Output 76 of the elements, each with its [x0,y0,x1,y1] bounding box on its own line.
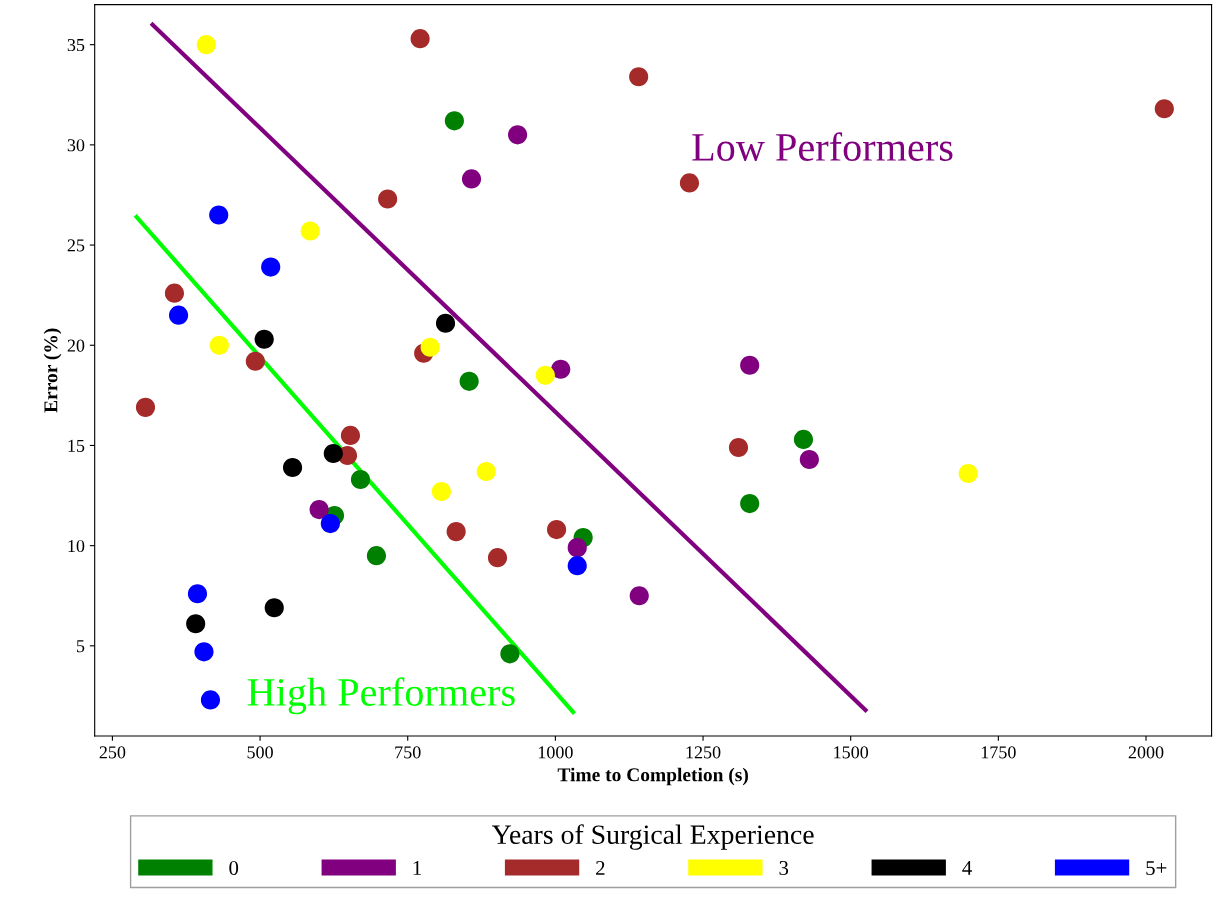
y-tick-label: 35 [67,38,85,52]
point [420,337,440,357]
y-tick-label: 30 [67,139,85,152]
point [282,457,303,478]
point [320,514,340,534]
point [187,584,208,604]
point [487,548,508,568]
point [629,586,649,606]
point [261,257,281,277]
y-tick-label: 20 [67,339,85,352]
x-tick-label: 250 [99,746,126,759]
point [535,365,555,385]
x-tick-label: 2000 [1128,746,1164,759]
y-axis-title: Error (%) [43,328,62,413]
x-tick-label: 500 [247,746,273,759]
point [196,35,216,55]
legend-label: 5+ [1146,861,1167,875]
legend-label: 1 [413,861,422,875]
point [551,359,571,379]
annotation: High Performers [247,677,515,715]
legend-label: 0 [229,860,239,875]
x-tick-label: 1750 [981,746,1016,759]
y-tick-label: 25 [67,239,85,252]
point [194,642,214,662]
point [793,429,814,449]
point [799,449,819,470]
point [435,313,456,333]
point [740,493,760,514]
legend-label: 4 [962,861,972,875]
y-tick-label: 5 [76,640,85,653]
point [629,67,649,87]
x-tick-label: 1000 [538,746,573,759]
legend-label: 3 [779,860,789,875]
point [209,335,229,355]
point [1154,99,1174,119]
point [366,546,386,566]
point [264,598,284,618]
point [254,329,274,349]
point [567,538,587,558]
point [200,690,221,710]
point [431,481,451,502]
point [164,283,184,303]
annotation: Low Performers [692,132,953,161]
legend-title: Years of Surgical Experience [491,824,814,850]
x-tick-label: 1500 [834,746,869,759]
point [500,644,520,664]
point [958,463,978,484]
point [476,461,496,482]
point [168,305,189,325]
y-tick-label: 10 [68,539,85,553]
point [300,221,320,241]
point [378,189,398,209]
x-tick-label: 750 [395,746,421,759]
point [323,443,343,464]
point [350,469,371,490]
point [245,351,265,371]
point [340,425,361,445]
x-axis-title: Time to Completion (s) [557,767,748,786]
point [679,173,700,193]
point [309,499,329,520]
point [459,371,479,391]
point [567,556,587,576]
x-tick-label: 1250 [686,746,721,759]
point [728,437,749,458]
point [209,205,229,225]
point [135,397,156,417]
point [444,111,464,131]
point [186,614,206,634]
point [410,29,430,49]
y-tick-label: 15 [68,439,85,452]
point [461,169,482,189]
point [546,520,567,540]
legend-label: 2 [596,860,605,875]
point [508,125,528,145]
point [740,355,760,375]
point [446,522,466,542]
